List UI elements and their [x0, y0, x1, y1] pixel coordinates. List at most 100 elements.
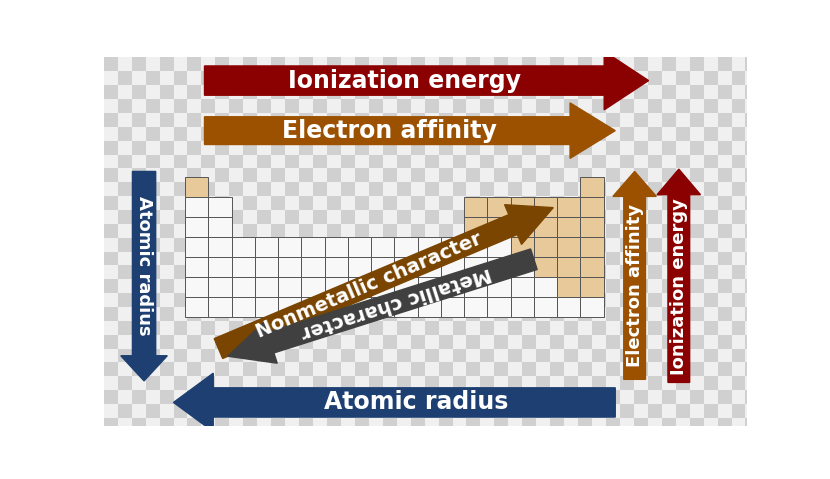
- Bar: [481, 57, 495, 71]
- Bar: [452, 251, 466, 265]
- Bar: [704, 376, 718, 390]
- Bar: [731, 307, 745, 321]
- Bar: [606, 141, 620, 155]
- Bar: [759, 57, 774, 71]
- Bar: [285, 155, 299, 168]
- Bar: [255, 237, 278, 257]
- Bar: [243, 168, 257, 182]
- Bar: [243, 418, 257, 432]
- Bar: [690, 432, 704, 445]
- Bar: [564, 224, 578, 238]
- Bar: [299, 363, 313, 376]
- Bar: [508, 251, 522, 265]
- Bar: [550, 71, 564, 85]
- Bar: [397, 390, 411, 404]
- Bar: [536, 155, 550, 168]
- Bar: [759, 251, 774, 265]
- Bar: [188, 363, 202, 376]
- Bar: [104, 141, 118, 155]
- Bar: [718, 182, 731, 196]
- Bar: [704, 349, 718, 363]
- Bar: [550, 307, 564, 321]
- Bar: [188, 224, 202, 238]
- Bar: [564, 141, 578, 155]
- Bar: [508, 57, 522, 71]
- Bar: [522, 182, 536, 196]
- Bar: [481, 127, 495, 141]
- Bar: [215, 404, 229, 418]
- Bar: [606, 182, 620, 196]
- Bar: [464, 277, 487, 297]
- Bar: [592, 279, 606, 293]
- Bar: [104, 279, 118, 293]
- Bar: [327, 293, 341, 307]
- Bar: [438, 168, 452, 182]
- Bar: [464, 257, 487, 277]
- Bar: [185, 177, 208, 197]
- Bar: [481, 182, 495, 196]
- Bar: [647, 349, 662, 363]
- Bar: [341, 418, 355, 432]
- Bar: [299, 293, 313, 307]
- Bar: [495, 335, 508, 349]
- Bar: [647, 127, 662, 141]
- Bar: [718, 265, 731, 279]
- Bar: [481, 71, 495, 85]
- Bar: [299, 141, 313, 155]
- Bar: [327, 349, 341, 363]
- Bar: [132, 85, 145, 99]
- Bar: [564, 376, 578, 390]
- Bar: [536, 238, 550, 251]
- Bar: [578, 293, 592, 307]
- Bar: [229, 196, 243, 210]
- Bar: [438, 113, 452, 127]
- Bar: [397, 99, 411, 113]
- Bar: [215, 182, 229, 196]
- Bar: [452, 57, 466, 71]
- Bar: [271, 307, 285, 321]
- Bar: [188, 251, 202, 265]
- Bar: [495, 251, 508, 265]
- Bar: [104, 404, 118, 418]
- Bar: [592, 224, 606, 238]
- Bar: [676, 196, 690, 210]
- Bar: [229, 85, 243, 99]
- Bar: [397, 432, 411, 445]
- Bar: [438, 293, 452, 307]
- Bar: [495, 196, 508, 210]
- Bar: [299, 432, 313, 445]
- Bar: [425, 113, 438, 127]
- Bar: [278, 277, 301, 297]
- Bar: [438, 155, 452, 168]
- Bar: [313, 71, 327, 85]
- Bar: [676, 321, 690, 335]
- Bar: [299, 390, 313, 404]
- FancyArrow shape: [121, 171, 168, 381]
- Bar: [620, 210, 634, 224]
- Bar: [536, 321, 550, 335]
- Bar: [118, 251, 132, 265]
- FancyArrow shape: [204, 51, 648, 110]
- Bar: [383, 363, 397, 376]
- Bar: [745, 85, 759, 99]
- Bar: [118, 99, 132, 113]
- Bar: [676, 182, 690, 196]
- Bar: [285, 182, 299, 196]
- Bar: [285, 418, 299, 432]
- Bar: [557, 277, 580, 297]
- Bar: [647, 71, 662, 85]
- Bar: [550, 390, 564, 404]
- Text: Nonmetallic character: Nonmetallic character: [253, 229, 485, 342]
- Bar: [634, 210, 647, 224]
- Bar: [299, 182, 313, 196]
- Bar: [495, 224, 508, 238]
- Bar: [313, 127, 327, 141]
- Bar: [104, 265, 118, 279]
- Bar: [299, 71, 313, 85]
- Bar: [145, 363, 159, 376]
- Bar: [104, 321, 118, 335]
- Bar: [647, 182, 662, 196]
- Bar: [731, 113, 745, 127]
- Bar: [578, 279, 592, 293]
- Bar: [634, 404, 647, 418]
